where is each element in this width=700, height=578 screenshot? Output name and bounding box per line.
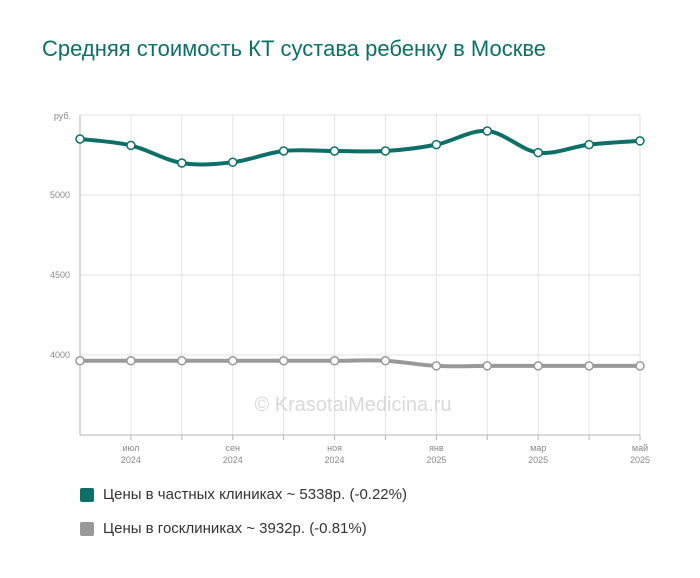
legend-swatch-private xyxy=(80,487,94,502)
point-private-4 xyxy=(278,146,289,156)
legend-item-public[interactable]: Цены в госклиниках ~ 3932р. (-0.81%) xyxy=(80,520,367,537)
x-tick-year-ноя: 2024 xyxy=(325,455,345,465)
series-line-private xyxy=(79,128,641,167)
y-tick-label-4500: 4500 xyxy=(50,270,70,280)
x-tick-label-мар: мар xyxy=(530,443,546,453)
chart-title: Средняя стоимость КТ сустава ребенку в М… xyxy=(42,36,546,61)
point-private-3 xyxy=(227,157,238,167)
series-group xyxy=(79,128,641,369)
x-tick-year-май: 2025 xyxy=(630,455,650,465)
point-private-8 xyxy=(482,126,493,136)
axes xyxy=(79,115,641,440)
x-tick-label-янв: янв xyxy=(429,443,444,453)
point-public-8 xyxy=(482,361,493,371)
y-unit-label: руб. xyxy=(54,111,71,121)
point-public-11 xyxy=(635,361,645,371)
x-tick-label-сен: сен xyxy=(225,443,240,453)
point-public-5 xyxy=(329,356,340,366)
point-private-10 xyxy=(584,139,594,150)
point-private-2 xyxy=(177,158,187,168)
x-tick-label-ноя: ноя xyxy=(327,443,342,453)
grid xyxy=(80,114,641,435)
legend-label-private: Цены в частных клиниках ~ 5338р. (-0.22%… xyxy=(103,486,407,503)
points-group xyxy=(75,126,645,371)
point-public-7 xyxy=(431,361,442,371)
point-public-3 xyxy=(227,356,238,366)
point-public-1 xyxy=(126,356,136,366)
point-private-0 xyxy=(75,134,85,144)
point-private-5 xyxy=(329,146,340,156)
legend-label-public: Цены в госклиниках ~ 3932р. (-0.81%) xyxy=(103,520,367,537)
point-private-6 xyxy=(380,146,391,156)
point-private-7 xyxy=(431,139,442,150)
point-private-9 xyxy=(533,147,543,158)
x-tick-label-июл: июл xyxy=(122,443,139,453)
tick-labels: 4000 4500 5000 руб. июл 2024 сен 2024 ноя 2024 янв… xyxy=(50,111,650,465)
x-tick-year-июл: 2024 xyxy=(121,455,141,465)
point-public-4 xyxy=(278,356,289,366)
point-public-2 xyxy=(177,356,187,366)
x-tick-year-сен: 2024 xyxy=(223,455,243,465)
point-public-10 xyxy=(584,361,594,371)
point-public-6 xyxy=(380,356,391,366)
x-tick-year-мар: 2025 xyxy=(528,455,548,465)
x-tick-label-май: май xyxy=(632,443,648,453)
legend-swatch-public xyxy=(80,521,94,536)
x-tick-year-янв: 2025 xyxy=(426,455,446,465)
y-tick-label-4000: 4000 xyxy=(50,350,70,360)
series-line-public xyxy=(80,358,640,369)
watermark: © KrasotaiMedicina.ru xyxy=(254,394,451,416)
point-public-0 xyxy=(75,356,85,366)
y-tick-label-5000: 5000 xyxy=(50,190,70,200)
point-private-11 xyxy=(635,136,645,146)
point-public-9 xyxy=(533,361,543,371)
point-private-1 xyxy=(126,140,136,151)
legend-item-private[interactable]: Цены в частных клиниках ~ 5338р. (-0.22%… xyxy=(80,486,407,503)
